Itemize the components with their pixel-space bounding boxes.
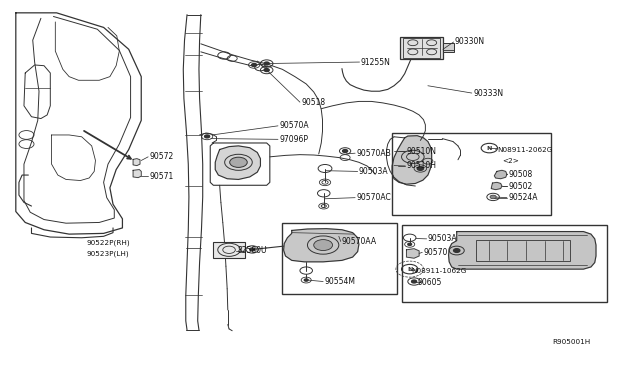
Bar bbox=[400, 36, 443, 59]
Circle shape bbox=[490, 195, 496, 199]
Text: 90330N: 90330N bbox=[455, 38, 485, 46]
Bar bbox=[282, 223, 397, 294]
Text: 90510H: 90510H bbox=[406, 161, 436, 170]
Bar bbox=[443, 43, 454, 52]
Text: 90510N: 90510N bbox=[406, 147, 436, 156]
Text: 90570A: 90570A bbox=[279, 121, 309, 130]
Circle shape bbox=[252, 64, 257, 67]
Circle shape bbox=[412, 280, 417, 283]
Circle shape bbox=[342, 150, 348, 153]
Circle shape bbox=[264, 68, 269, 71]
Text: R905001H: R905001H bbox=[552, 339, 590, 345]
Text: 90605: 90605 bbox=[417, 278, 442, 287]
Polygon shape bbox=[449, 231, 596, 269]
Text: N08911-1062G: N08911-1062G bbox=[411, 267, 467, 273]
Bar bbox=[392, 133, 551, 215]
Text: N: N bbox=[407, 267, 412, 272]
Text: 90570: 90570 bbox=[424, 248, 448, 257]
Circle shape bbox=[250, 248, 255, 251]
Text: 90571: 90571 bbox=[149, 171, 173, 181]
Text: 90502: 90502 bbox=[508, 182, 532, 190]
Bar bbox=[476, 240, 570, 261]
Circle shape bbox=[205, 135, 210, 138]
Text: 90570AC: 90570AC bbox=[356, 193, 391, 202]
Polygon shape bbox=[406, 249, 419, 258]
Text: 91255N: 91255N bbox=[361, 58, 390, 67]
Text: 90333N: 90333N bbox=[474, 89, 504, 97]
Polygon shape bbox=[133, 159, 140, 166]
Circle shape bbox=[305, 279, 308, 281]
Circle shape bbox=[264, 62, 269, 65]
Text: N: N bbox=[486, 145, 492, 151]
Polygon shape bbox=[133, 170, 141, 177]
Circle shape bbox=[417, 167, 424, 170]
Text: 90572: 90572 bbox=[149, 153, 173, 161]
Text: 82580U: 82580U bbox=[237, 246, 267, 255]
Text: 90522P(RH): 90522P(RH) bbox=[86, 239, 131, 246]
Circle shape bbox=[454, 249, 460, 252]
Text: 90523P(LH): 90523P(LH) bbox=[86, 250, 129, 257]
Text: <2>: <2> bbox=[502, 158, 519, 164]
Bar bbox=[401, 225, 607, 302]
Circle shape bbox=[408, 243, 412, 246]
Text: 90518: 90518 bbox=[301, 98, 325, 107]
Text: 90508: 90508 bbox=[508, 170, 532, 179]
Text: N08911-2062G: N08911-2062G bbox=[497, 147, 552, 153]
Text: 90570AB: 90570AB bbox=[356, 149, 391, 158]
Text: 90503A: 90503A bbox=[428, 234, 458, 243]
Polygon shape bbox=[215, 146, 260, 179]
Bar bbox=[403, 38, 440, 58]
Polygon shape bbox=[284, 229, 359, 262]
Bar bbox=[213, 242, 244, 258]
Polygon shape bbox=[392, 136, 431, 184]
Text: 90570AA: 90570AA bbox=[342, 237, 377, 246]
Text: 97096P: 97096P bbox=[279, 135, 308, 144]
Text: 90503A: 90503A bbox=[359, 167, 388, 176]
Circle shape bbox=[230, 157, 247, 167]
Polygon shape bbox=[494, 170, 507, 179]
Circle shape bbox=[314, 240, 333, 250]
Polygon shape bbox=[492, 182, 502, 190]
Text: 90524A: 90524A bbox=[508, 193, 538, 202]
Text: 90554M: 90554M bbox=[324, 277, 355, 286]
